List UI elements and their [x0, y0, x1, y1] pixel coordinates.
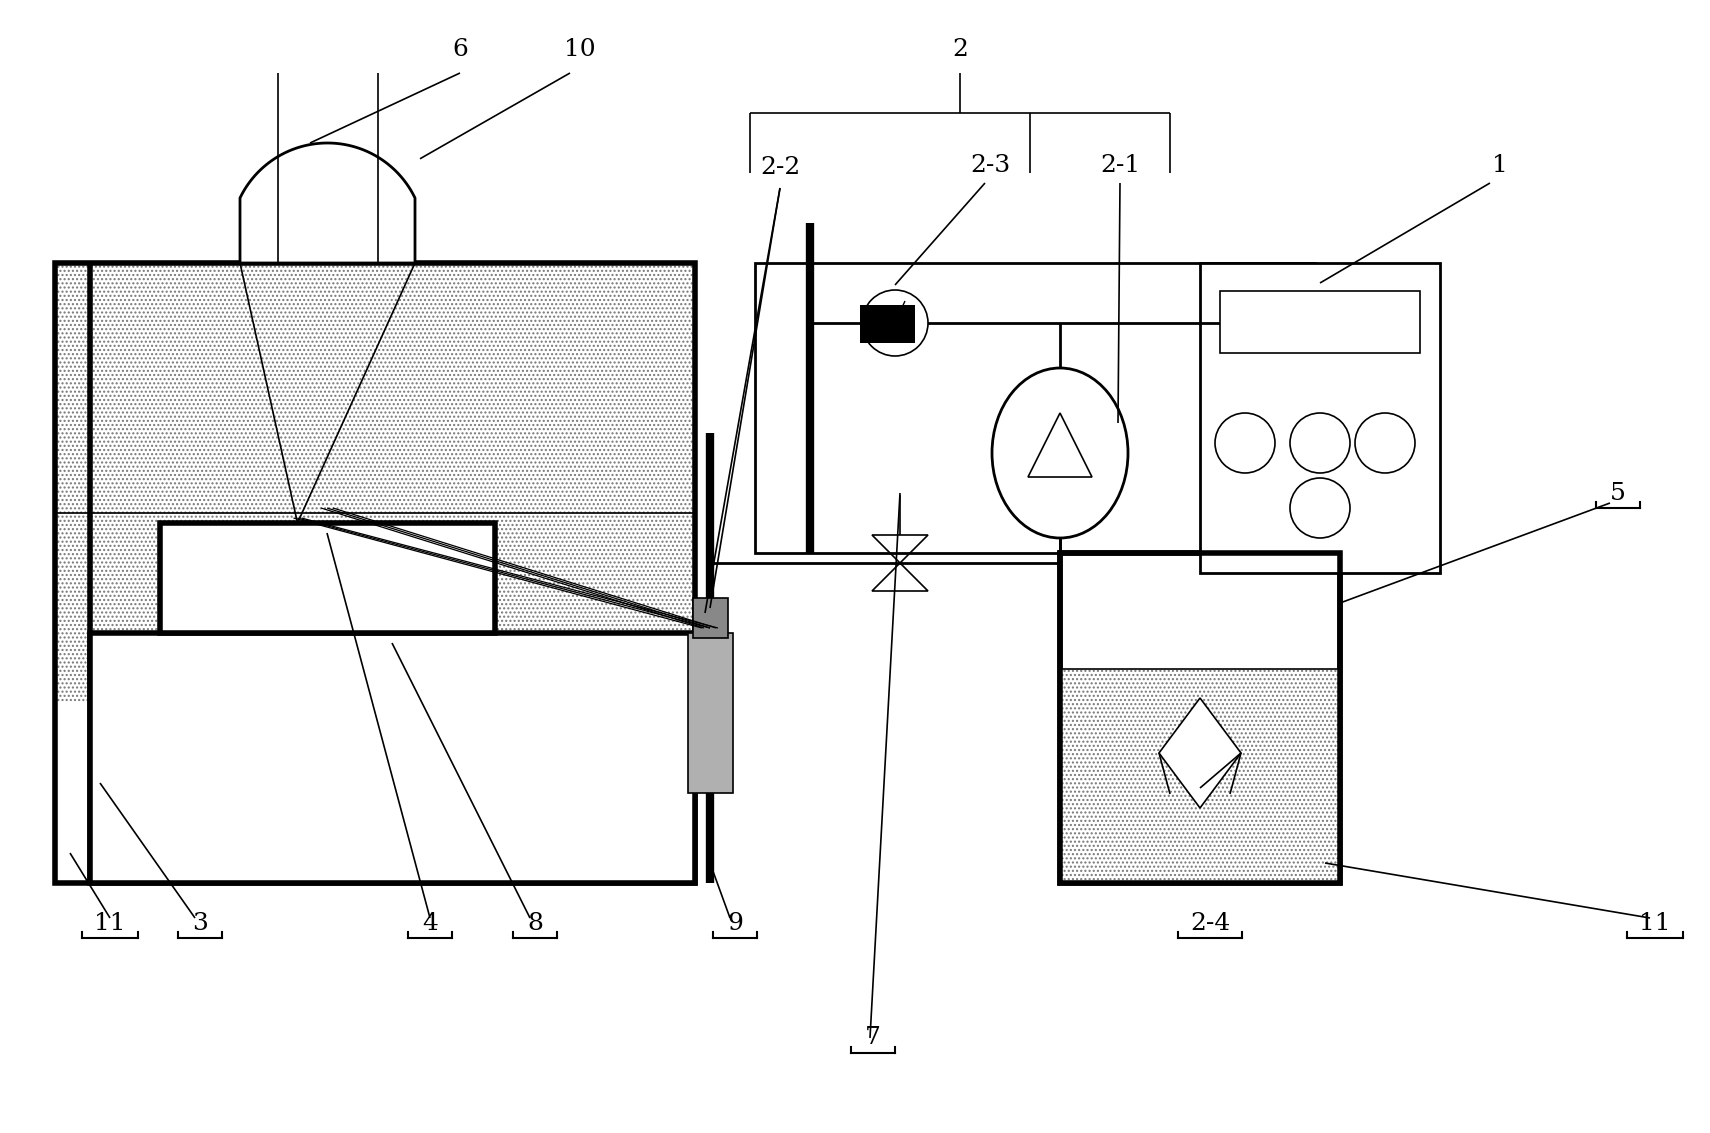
- Circle shape: [862, 290, 929, 356]
- Circle shape: [1354, 414, 1414, 472]
- Text: 2-2: 2-2: [759, 156, 800, 179]
- Circle shape: [1289, 414, 1349, 472]
- Text: 1: 1: [1493, 153, 1508, 177]
- Bar: [693, 598, 728, 638]
- Bar: [1060, 553, 1341, 883]
- Text: 11: 11: [94, 912, 127, 935]
- Text: 5: 5: [1611, 482, 1626, 504]
- Circle shape: [1216, 414, 1276, 472]
- Text: 2-3: 2-3: [970, 153, 1011, 177]
- Bar: [1200, 263, 1440, 573]
- Polygon shape: [1159, 698, 1241, 808]
- Polygon shape: [239, 143, 416, 263]
- Text: 9: 9: [727, 912, 742, 935]
- Bar: [756, 263, 1315, 553]
- Bar: [687, 633, 734, 793]
- Text: 2-4: 2-4: [1190, 912, 1229, 935]
- Text: 11: 11: [1640, 912, 1671, 935]
- Bar: [1060, 668, 1341, 883]
- Text: 10: 10: [564, 39, 595, 61]
- Text: 2-1: 2-1: [1100, 153, 1141, 177]
- Text: 8: 8: [527, 912, 544, 935]
- Bar: [55, 263, 694, 702]
- Circle shape: [1289, 478, 1349, 538]
- Bar: [91, 633, 694, 883]
- Bar: [55, 263, 694, 883]
- Text: 6: 6: [451, 39, 469, 61]
- Bar: [860, 305, 915, 343]
- Bar: [1219, 291, 1419, 353]
- Text: 2: 2: [952, 39, 968, 61]
- Bar: [161, 523, 494, 633]
- Ellipse shape: [992, 368, 1129, 538]
- Text: 4: 4: [422, 912, 438, 935]
- Bar: [1060, 553, 1341, 883]
- Text: 3: 3: [192, 912, 209, 935]
- Text: 7: 7: [865, 1026, 881, 1049]
